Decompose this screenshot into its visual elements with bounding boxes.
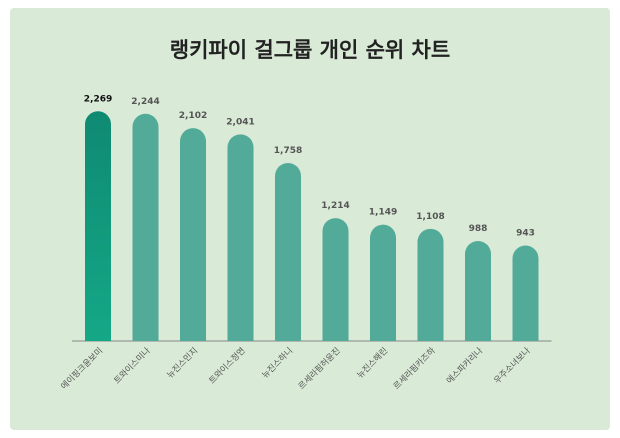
x-tick-label-10: 우주소녀보나 [492,346,532,386]
data-label-1: 2,269 [84,94,112,104]
bar-3 [180,128,206,341]
bar-7 [370,224,396,341]
bar-9 [465,240,491,341]
bar-5 [275,163,301,341]
x-tick-label-1: 에이핑크윤보미 [59,345,105,391]
data-label-10: 943 [516,229,535,239]
x-tick-label-2: 트와이스미나 [112,345,153,386]
bar-2 [132,113,159,341]
data-label-8: 1,108 [416,212,444,222]
data-label-3: 2,102 [179,111,207,121]
x-tick-label-4: 트와이스정연 [207,345,248,386]
bar-8 [417,228,444,341]
bar-1 [85,111,111,341]
x-tick-label-3: 뉴진스민지 [165,345,200,380]
chart-title: 랭키파이 걸그룹 개인 순위 차트 [169,38,451,62]
x-tick-label-8: 르세라핌카즈하 [391,345,438,392]
data-label-5: 1,758 [274,146,302,156]
x-tick-label-6: 르세라핌허윤진 [296,345,342,391]
x-tick-label-9: 에스파카리나 [445,346,485,386]
x-tick-label-7: 뉴진스해린 [355,345,390,380]
data-label-7: 1,149 [369,208,397,218]
x-tick-label-5: 뉴진스하니 [260,345,295,380]
bar-10 [512,245,539,341]
data-label-6: 1,214 [321,201,349,211]
data-label-9: 988 [469,224,488,234]
bar-4 [227,134,254,341]
data-label-2: 2,244 [131,97,159,107]
data-label-4: 2,041 [226,117,254,127]
bar-6 [322,218,349,341]
